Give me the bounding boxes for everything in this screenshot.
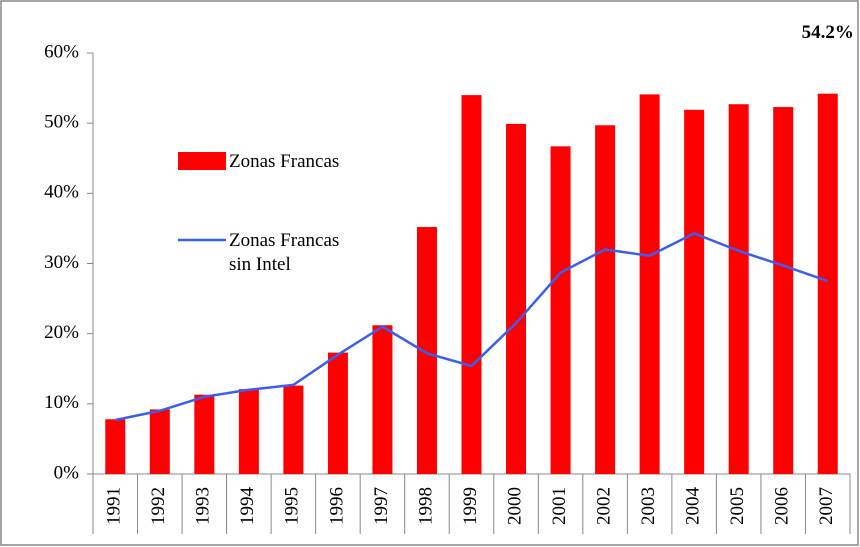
y-tick-label: 50% xyxy=(44,112,79,133)
bar xyxy=(595,125,616,474)
bar xyxy=(416,227,437,474)
y-tick-label: 20% xyxy=(44,322,79,343)
y-tick-label: 10% xyxy=(44,392,79,413)
x-tick-label: 1994 xyxy=(237,487,258,526)
x-tick-label: 1999 xyxy=(460,487,481,525)
x-tick-label: 2006 xyxy=(772,487,793,525)
x-tick-label: 2007 xyxy=(816,487,837,525)
bar xyxy=(327,352,348,474)
bar xyxy=(817,93,838,475)
bar xyxy=(773,107,794,475)
x-tick-label: 2004 xyxy=(683,487,704,526)
x-tick-label: 2001 xyxy=(549,487,570,525)
y-tick-label: 0% xyxy=(54,462,80,483)
x-tick-label: 1997 xyxy=(371,487,392,525)
y-tick-label: 30% xyxy=(44,252,79,273)
value-label: 54.2% xyxy=(802,22,854,43)
bar xyxy=(728,104,749,474)
bar xyxy=(684,109,705,475)
x-tick-label: 1992 xyxy=(148,487,169,525)
legend-label: Zonas Francas xyxy=(229,151,340,172)
x-tick-label: 2002 xyxy=(593,487,614,525)
bar xyxy=(550,146,571,475)
x-tick-label: 1996 xyxy=(326,487,347,525)
x-tick-label: 1991 xyxy=(104,487,125,525)
bar xyxy=(639,94,660,475)
x-tick-label: 1993 xyxy=(193,487,214,525)
x-tick-label: 1995 xyxy=(282,487,303,525)
bar xyxy=(372,325,393,474)
bar xyxy=(283,385,304,474)
x-tick-label: 2005 xyxy=(727,487,748,525)
legend-label: Zonas Francas sin Intel xyxy=(229,230,340,275)
legend-swatch xyxy=(178,152,226,170)
line xyxy=(115,231,829,422)
x-tick-label: 2000 xyxy=(504,487,525,525)
y-tick-label: 40% xyxy=(44,182,79,203)
bar xyxy=(149,409,170,474)
bar xyxy=(238,389,259,474)
bar xyxy=(506,123,527,474)
bar xyxy=(461,95,482,474)
x-tick-label: 2003 xyxy=(638,487,659,525)
bar xyxy=(194,394,215,474)
bar xyxy=(105,419,126,474)
x-tick-label: 1998 xyxy=(415,487,436,525)
y-tick-label: 60% xyxy=(44,41,79,62)
